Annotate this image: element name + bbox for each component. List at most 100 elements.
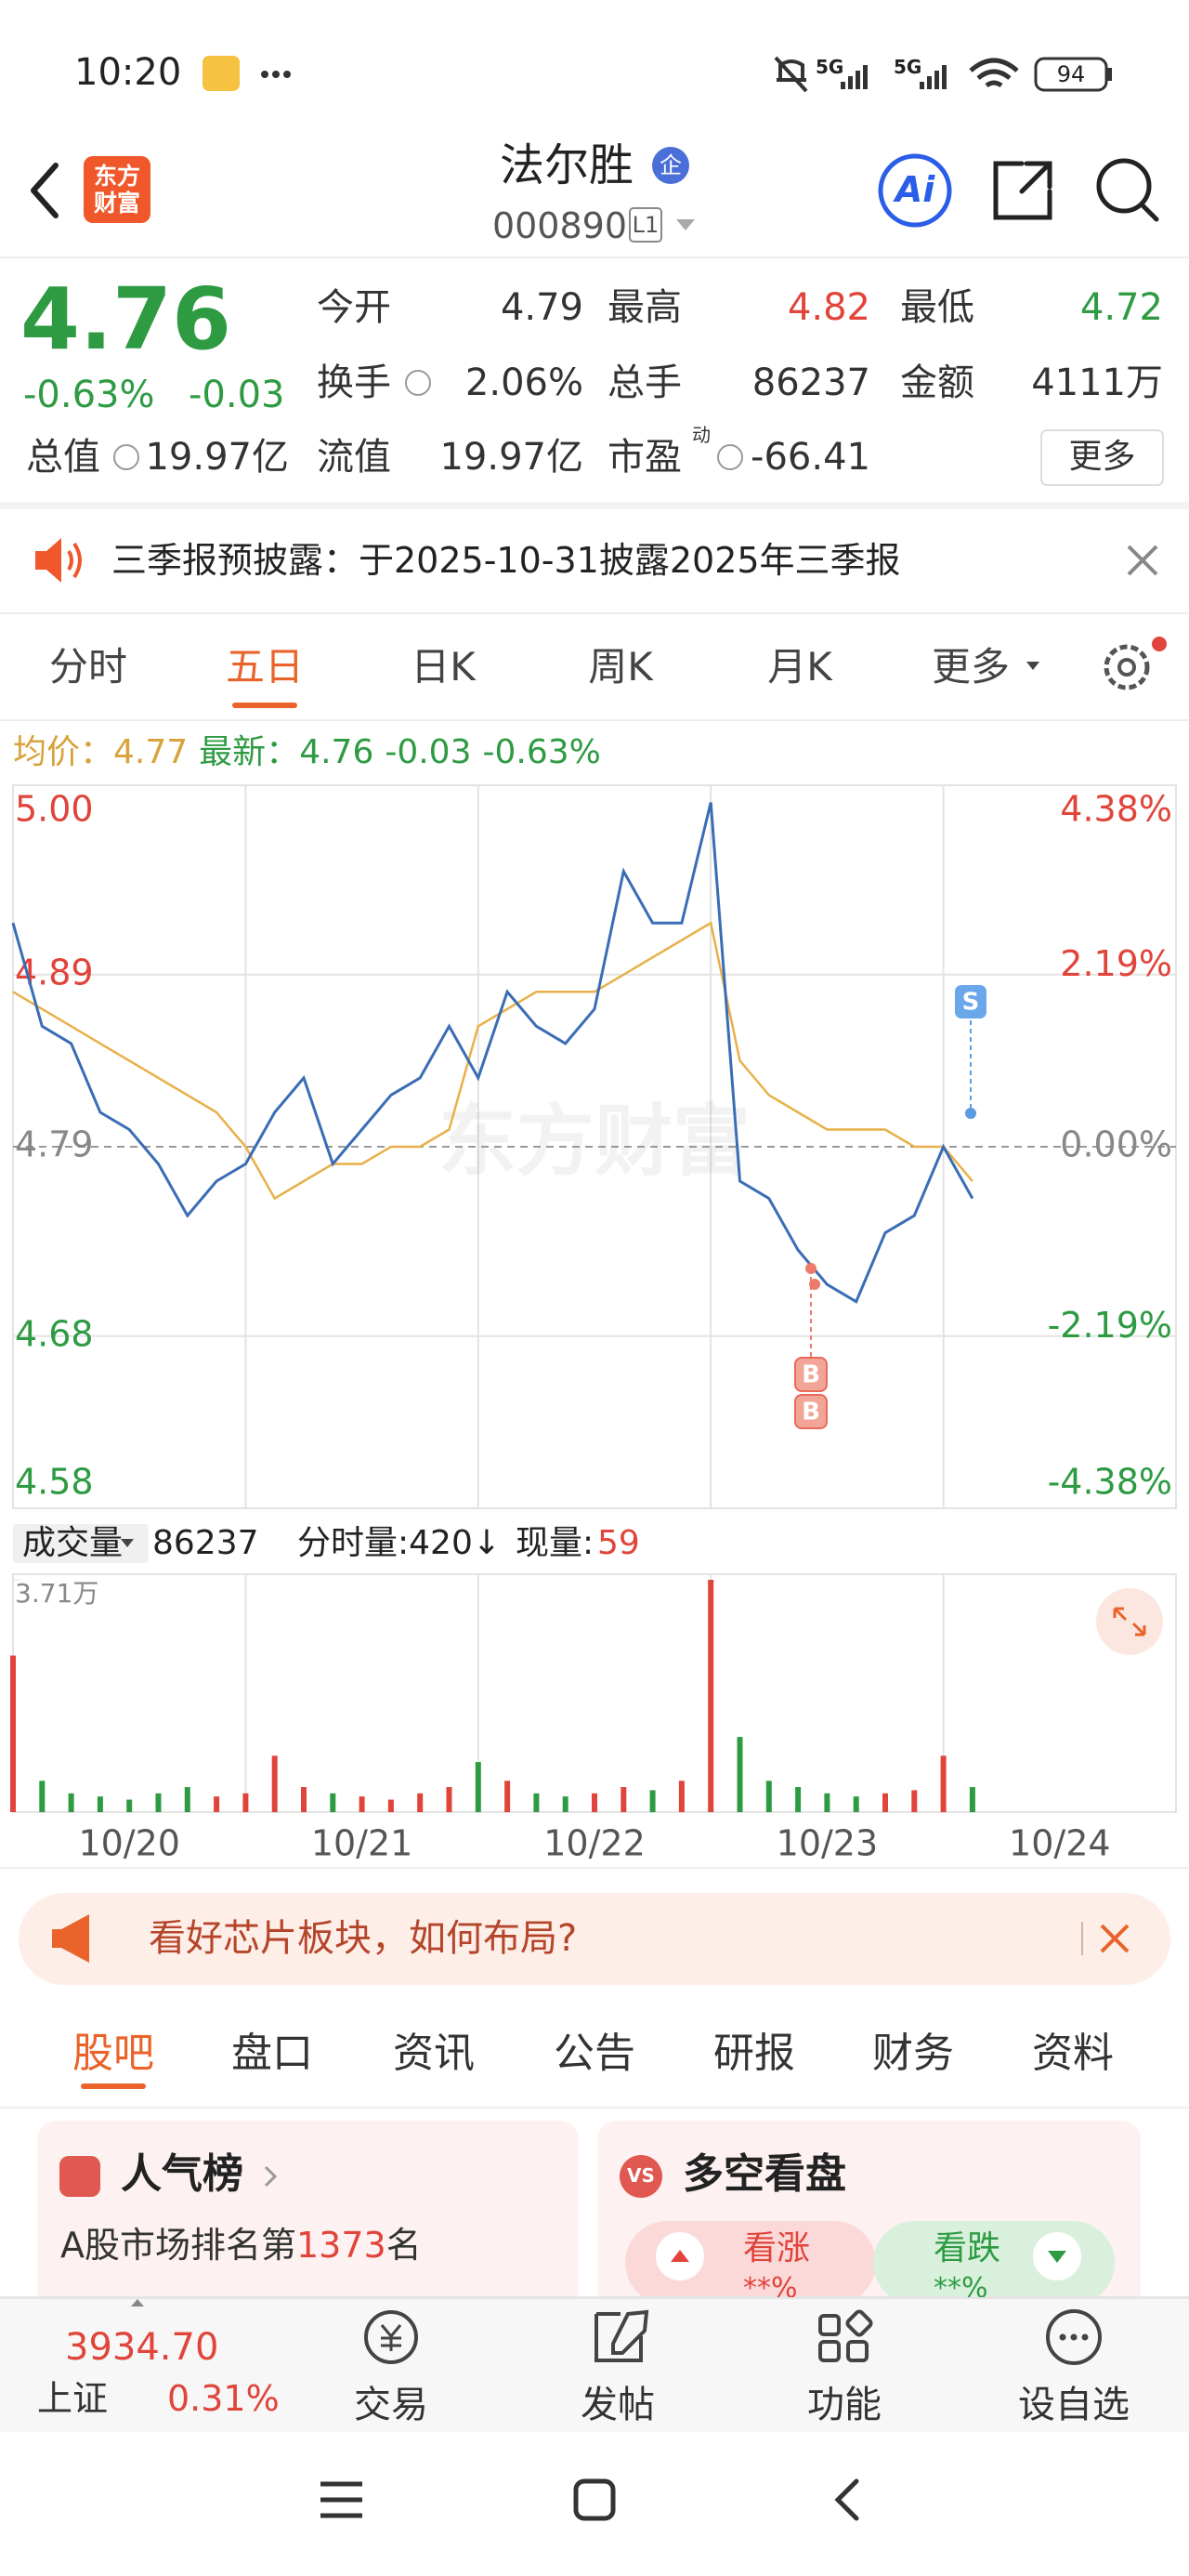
network-type: 5G [894,56,922,78]
field-value: 2.06% [464,361,583,404]
rank: 1373 [296,2225,386,2266]
nav-label[interactable]: 交易 [354,2384,428,2426]
volume-bar [68,1793,74,1812]
volume-bar [301,1787,307,1812]
period-tab[interactable]: 周K [588,644,653,690]
menu-button[interactable] [320,2481,362,2518]
annotation-dot [965,1108,976,1119]
volume-selector[interactable] [13,1524,149,1563]
nav-label[interactable]: 功能 [807,2384,882,2426]
settings-button[interactable] [1104,644,1150,690]
more-button[interactable] [1040,429,1164,486]
function-icon[interactable] [818,2309,873,2362]
volume-bar [475,1762,481,1812]
ad-text[interactable]: 看好芯片板块，如何布局? [149,1917,578,1960]
info-icon[interactable] [113,444,139,470]
content-tab[interactable]: 财务 [872,2030,954,2077]
date-label: 10/21 [311,1823,413,1864]
volume-bar [592,1793,597,1812]
y-tick-label: 4.68 [15,1313,94,1354]
content-tab[interactable]: 盘口 [231,2030,313,2077]
post-icon[interactable] [594,2309,649,2362]
field-value: 4.82 [787,286,870,329]
network-type: 5G [816,56,844,78]
period-tab[interactable]: 分时 [48,644,127,690]
date-label: 10/20 [78,1823,180,1864]
volume-label[interactable]: 成交量 [22,1524,124,1562]
date-label: 10/23 [777,1823,879,1864]
dropdown-arrow [1026,662,1039,670]
volume-bar [533,1793,540,1812]
ad-banner[interactable] [19,1893,1170,1985]
bull-label: 看涨 [743,2229,811,2267]
rank-line: A股市场排名第1373名 [60,2228,422,2263]
system-back-button[interactable] [834,2478,859,2521]
index-name[interactable]: 上证 [37,2378,109,2419]
popularity-card[interactable] [37,2121,579,2325]
dot [1059,2333,1066,2341]
expand-button[interactable] [1096,1588,1163,1655]
content-tab-active[interactable]: 股吧 [72,2030,154,2077]
close-button[interactable] [1100,1924,1130,1953]
signal-icon [920,65,947,89]
plot-frame [12,1573,1177,1813]
field-value: 4.79 [500,286,583,329]
period-tab[interactable]: 月K [767,644,832,690]
volume-bar [621,1787,627,1812]
content-tab[interactable]: 资讯 [393,2030,475,2077]
field-label: 总手 [608,361,682,404]
field-label: 金额 [900,361,974,404]
date-label: 10/24 [1009,1823,1111,1864]
y2-tick-label: 4.38% [1060,789,1172,830]
up-marker [131,2299,144,2307]
home-button[interactable] [573,2478,616,2521]
watchlist-icon[interactable] [1046,2309,1102,2365]
close-button[interactable] [1127,545,1158,576]
red-dot [1152,637,1167,651]
logo [84,156,150,223]
trade-icon[interactable] [364,2310,418,2364]
info-icon[interactable] [405,370,431,396]
field-label: 最低 [900,286,974,329]
search-handle [1140,203,1159,222]
back-button[interactable] [31,163,59,218]
content-tab[interactable]: 研报 [713,2030,795,2077]
info-icon[interactable] [717,444,743,470]
share-button[interactable] [993,161,1052,220]
period-tab[interactable]: 更多 [932,644,1011,690]
index-change[interactable]: 0.31% [167,2378,280,2419]
annotation: B [802,1399,820,1426]
battery-tip [1107,68,1112,81]
period-tab-active[interactable]: 五日 [225,644,304,690]
stock-name: 法尔胜 [499,139,634,191]
nav-label[interactable]: 发帖 [581,2384,655,2426]
annotation-dot [805,1263,817,1274]
volume-bar [184,1787,190,1812]
ai-button[interactable] [878,153,952,228]
dot [272,71,280,78]
badge [652,147,689,184]
dropdown-arrow [121,1539,134,1547]
content-tab[interactable]: 资料 [1032,2030,1114,2077]
nav-label[interactable]: 设自选 [1018,2384,1130,2426]
wifi-icon [969,58,1019,88]
volume-bar [882,1793,888,1812]
rank-icon [59,2156,100,2197]
watermark: 东方财富 [438,1096,751,1187]
notice-text[interactable]: 三季报预披露：于2025-10-31披露2025年三季报 [111,540,901,581]
divider [0,502,1189,509]
volume-bar [271,1755,278,1812]
vs-icon [620,2155,662,2198]
period-tab[interactable]: 日K [411,644,476,690]
bear-label: 看跌 [934,2229,1001,2267]
volume-bar [649,1790,656,1812]
index-value[interactable]: 3934.70 [65,2326,219,2369]
price-line [11,802,974,1304]
volume-bar [214,1796,220,1812]
ai-label[interactable]: Ai [895,169,935,210]
search-button[interactable] [1096,158,1152,214]
more-label[interactable]: 更多 [1068,438,1136,476]
field-value: -66.41 [751,436,870,479]
content-tab[interactable]: 公告 [554,2030,635,2077]
